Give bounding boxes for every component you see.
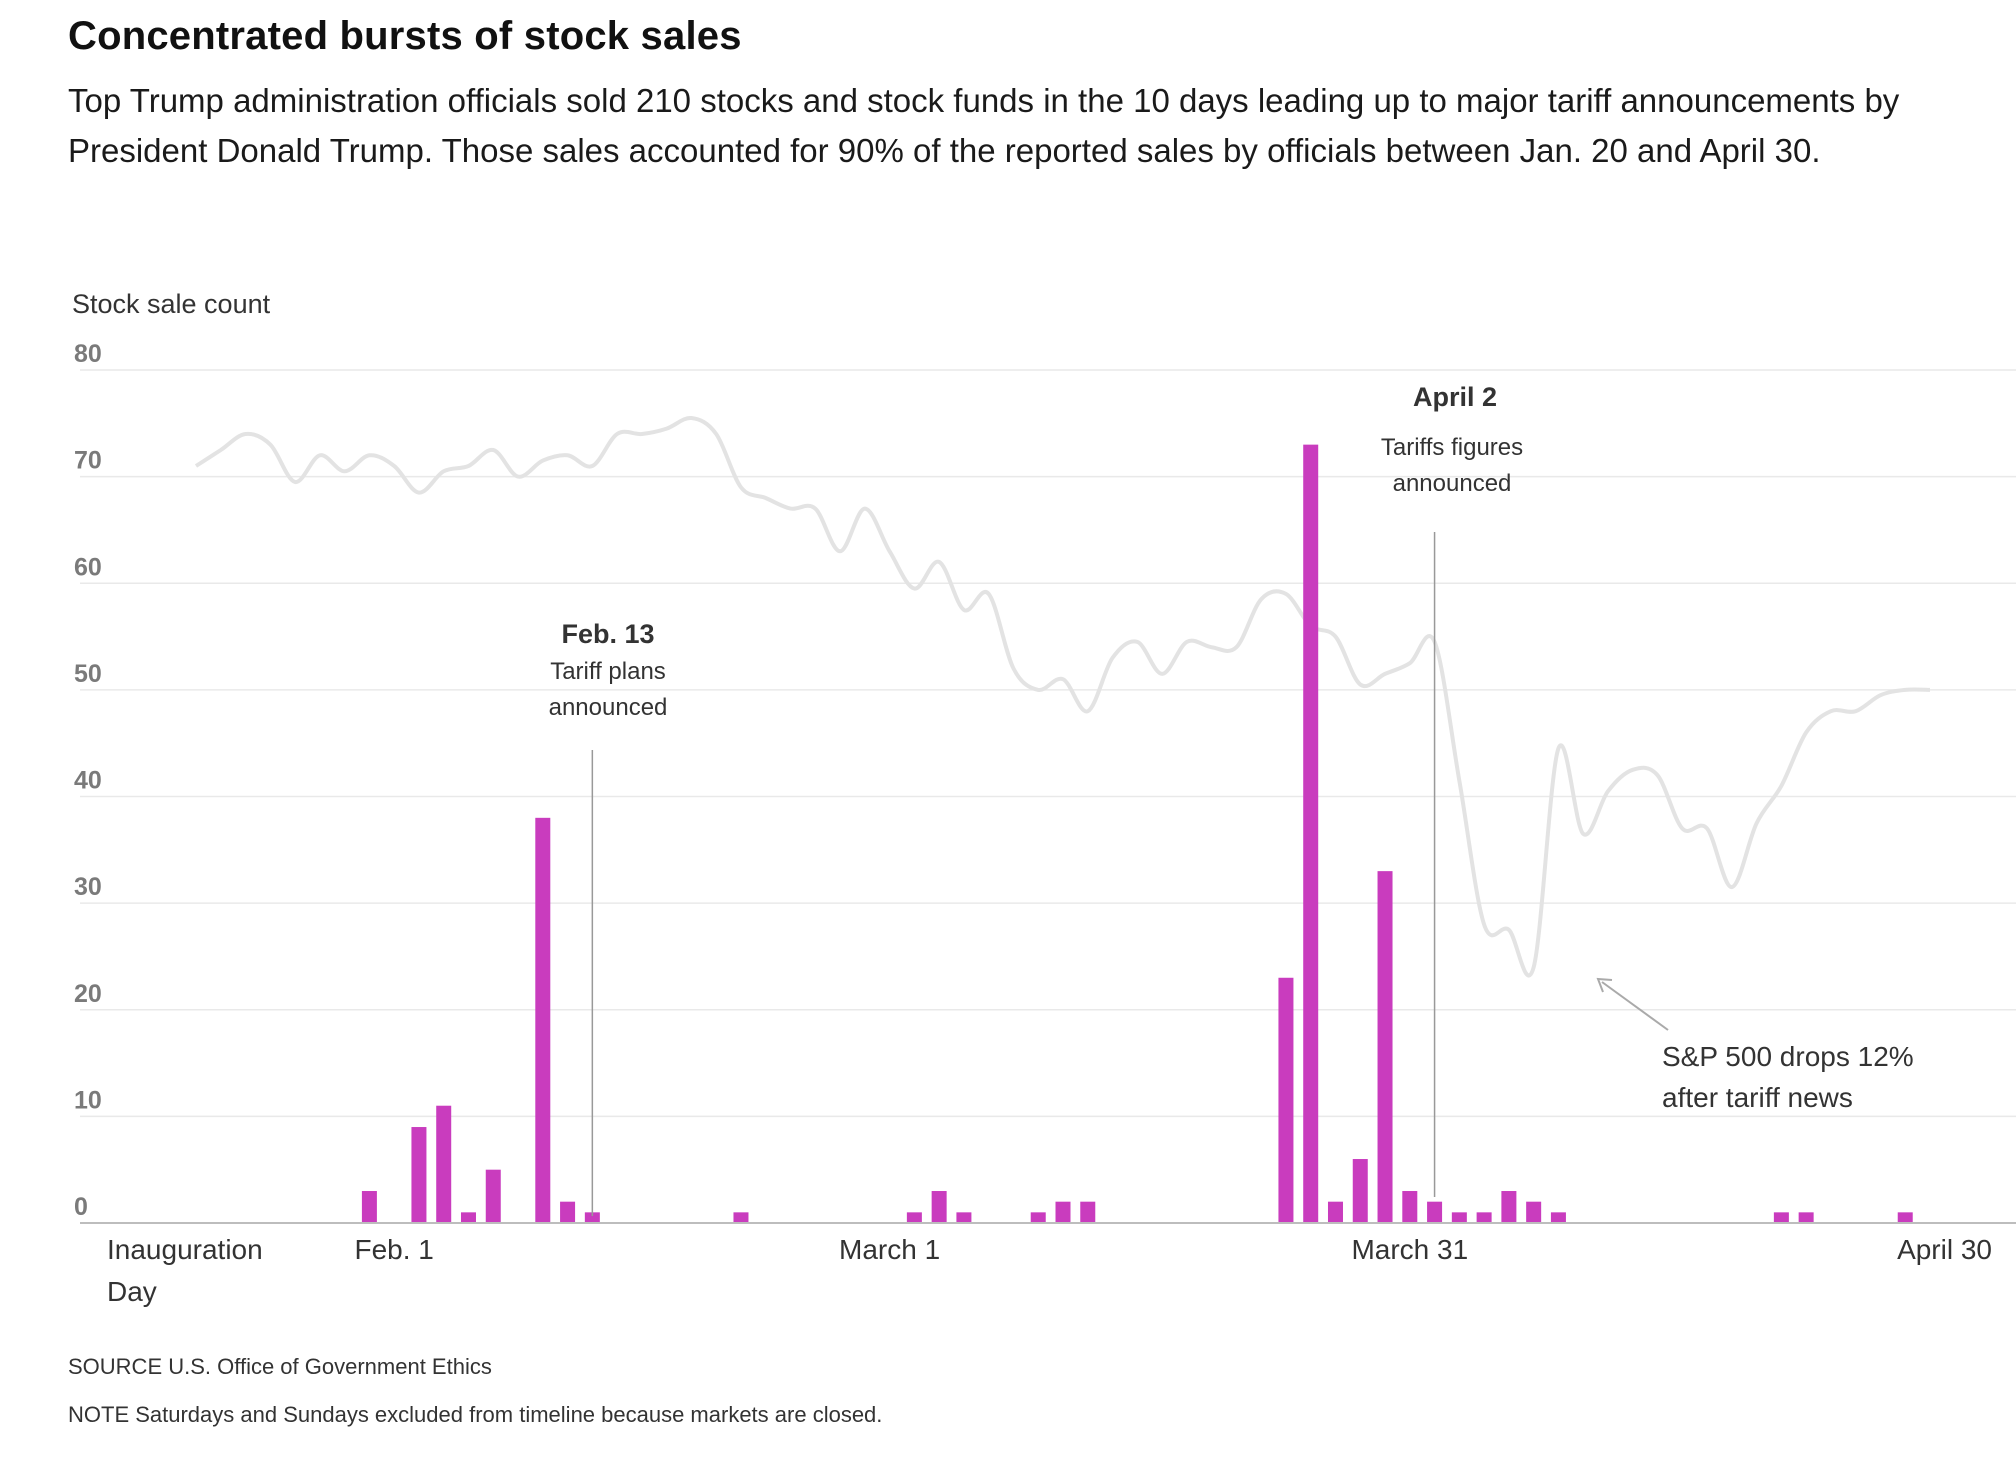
x-tick-label: April 30	[1897, 1234, 1992, 1265]
bar	[1526, 1201, 1542, 1223]
y-tick-label: 40	[74, 767, 102, 795]
bar	[1402, 1191, 1418, 1223]
sp500-note: after tariff news	[1662, 1082, 1853, 1113]
gridlines	[80, 369, 2016, 1118]
april2-label: announced	[1393, 470, 1512, 497]
bar	[733, 1212, 749, 1223]
bar	[1030, 1212, 1046, 1223]
bar	[931, 1191, 947, 1223]
bar	[584, 1212, 600, 1223]
april2-date: April 2	[1413, 382, 1497, 412]
sp500-line-layer	[194, 415, 1931, 978]
april2-label: Tariffs figures	[1381, 434, 1523, 461]
x-tick-label: March 31	[1351, 1234, 1468, 1265]
bar	[460, 1212, 476, 1223]
y-tick-label: 60	[74, 553, 102, 581]
bar	[956, 1212, 972, 1223]
bar	[1055, 1201, 1071, 1223]
stock-sales-chart: Stock sale count 0 10 20 30 40 50 60 70 80 Inaugur…	[72, 289, 2016, 1307]
feb13-label: announced	[549, 694, 668, 721]
bar	[560, 1201, 576, 1223]
x-tick-label: Day	[107, 1276, 157, 1307]
sp500-line	[194, 415, 1931, 978]
x-tick-label: Inauguration	[107, 1234, 263, 1265]
y-tick-label: 10	[74, 1086, 102, 1114]
source-note: SOURCE U.S. Office of Government Ethics	[68, 1354, 492, 1379]
y-tick-label: 20	[74, 980, 102, 1008]
bar	[1352, 1159, 1368, 1223]
sp500-note: S&P 500 drops 12%	[1662, 1041, 1914, 1072]
bar	[1327, 1201, 1343, 1223]
bar	[1476, 1212, 1492, 1223]
bar	[1897, 1212, 1913, 1223]
feb13-date: Feb. 13	[561, 619, 654, 649]
sp500-note-arrowhead	[1596, 977, 1613, 993]
y-tick-label: 80	[74, 340, 102, 368]
bar	[485, 1169, 501, 1223]
annotations-layer: Feb. 13 Tariff plans announced April 2 Tarif…	[549, 382, 1914, 1216]
bar	[361, 1191, 377, 1223]
bar	[1550, 1212, 1566, 1223]
bar	[906, 1212, 922, 1223]
sp500-note-arrow	[1601, 981, 1669, 1031]
chart-title: Concentrated bursts of stock sales	[68, 14, 742, 58]
y-tick-label: 30	[74, 873, 102, 901]
bars-layer	[361, 444, 1913, 1223]
feb13-label: Tariff plans	[550, 658, 666, 685]
bar	[436, 1105, 452, 1223]
x-tick-label: Feb. 1	[354, 1234, 433, 1265]
y-tick-label: 50	[74, 660, 102, 688]
bar	[1278, 977, 1294, 1223]
footnote: NOTE Saturdays and Sundays excluded from…	[68, 1402, 883, 1427]
bar	[1773, 1212, 1789, 1223]
y-axis-label: Stock sale count	[72, 289, 271, 319]
bar	[411, 1127, 427, 1223]
bar	[1080, 1201, 1096, 1223]
y-tick-label: 70	[74, 447, 102, 475]
bar	[1501, 1191, 1517, 1223]
bar	[1451, 1212, 1467, 1223]
bar	[1798, 1212, 1814, 1223]
bar	[535, 817, 551, 1223]
chart-subtitle: Top Trump administration officials sold …	[68, 82, 1900, 169]
bar	[1427, 1201, 1443, 1223]
axis-layer: Stock sale count 0 10 20 30 40 50 60 70 80 Inaugur…	[72, 289, 2016, 1307]
y-tick-label: 0	[74, 1193, 88, 1221]
x-tick-label: March 1	[839, 1234, 940, 1265]
bar	[1377, 871, 1393, 1223]
bar	[1303, 444, 1319, 1223]
